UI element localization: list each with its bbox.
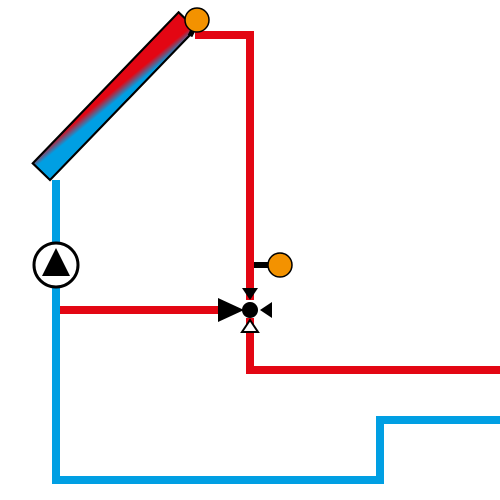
pump xyxy=(34,243,78,287)
solar-collector xyxy=(33,12,196,180)
temperature-sensor-valve xyxy=(254,253,292,277)
hot-pipe-out xyxy=(250,318,500,370)
cold-pipe xyxy=(56,180,500,480)
three-way-valve xyxy=(218,288,272,332)
hot-pipe-down xyxy=(195,35,250,300)
solar-heating-schematic xyxy=(0,0,500,500)
